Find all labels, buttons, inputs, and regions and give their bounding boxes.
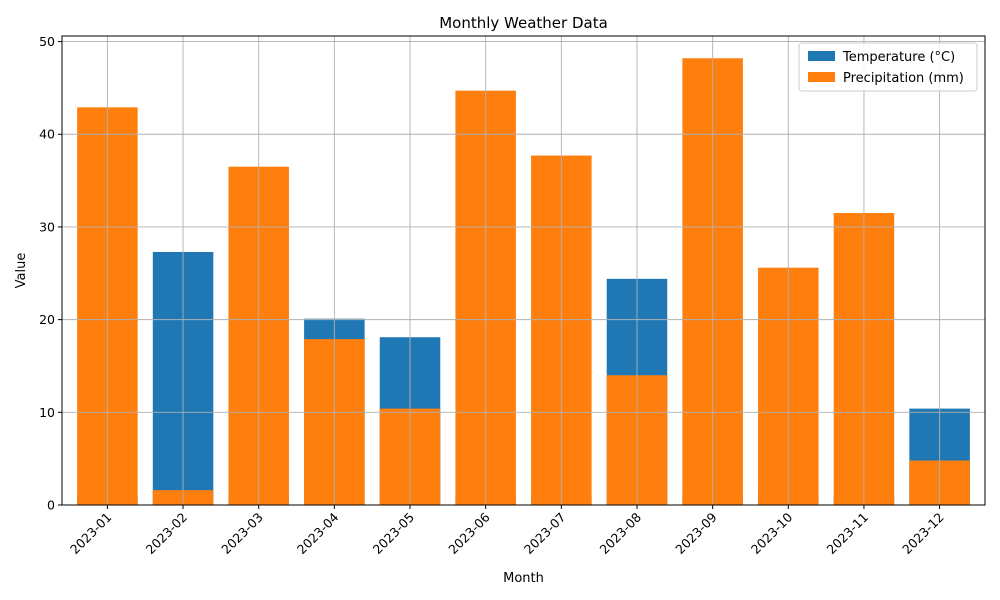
y-tick-label: 40 [39, 127, 55, 142]
y-tick-label: 50 [39, 34, 55, 49]
legend-label-temperature: Temperature (°C) [842, 50, 955, 65]
plot-area [62, 36, 985, 505]
legend-swatch-temperature [808, 51, 835, 61]
y-tick-label: 0 [47, 498, 55, 513]
x-axis-label: Month [503, 571, 544, 586]
legend: Temperature (°C) Precipitation (mm) [798, 42, 978, 92]
axes-frame [61, 35, 986, 506]
y-tick-label: 20 [39, 312, 55, 327]
legend-swatch-precipitation [808, 72, 835, 82]
y-tick-label: 30 [39, 219, 55, 234]
legend-box [798, 42, 978, 92]
y-axis-label: Value [14, 253, 29, 289]
chart-title: Monthly Weather Data [439, 14, 608, 32]
y-tick-label: 10 [39, 405, 55, 420]
legend-label-precipitation: Precipitation (mm) [843, 71, 964, 86]
